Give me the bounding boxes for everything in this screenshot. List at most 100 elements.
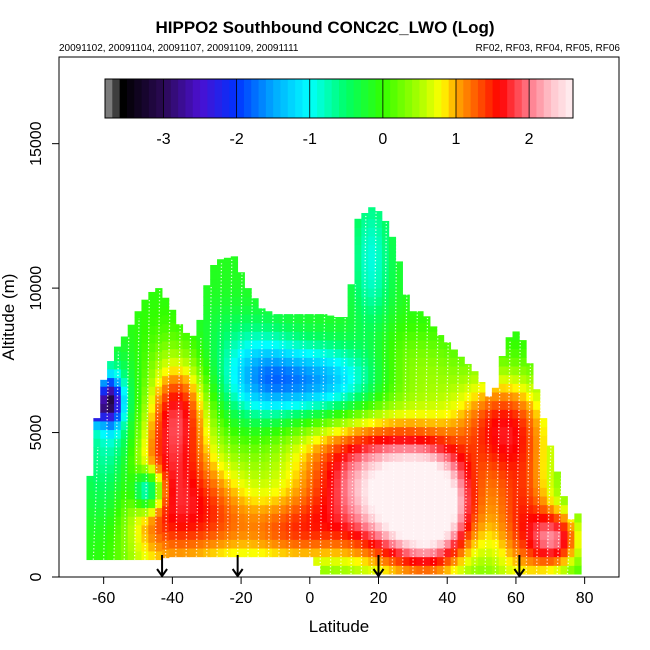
heatmap-cell bbox=[251, 305, 259, 315]
heatmap-cell bbox=[217, 366, 225, 376]
heatmap-cell bbox=[381, 530, 390, 540]
heatmap-cell bbox=[141, 464, 149, 474]
heatmap-cell bbox=[196, 496, 204, 506]
heatmap-cell bbox=[375, 530, 383, 540]
heatmap-cell bbox=[519, 340, 527, 350]
heatmap-cell bbox=[368, 556, 376, 566]
heatmap-cell bbox=[272, 409, 280, 419]
heatmap-cell bbox=[320, 383, 328, 393]
heatmap-cell bbox=[313, 366, 321, 376]
heatmap-cell bbox=[120, 429, 129, 439]
heatmap-cell bbox=[107, 361, 115, 370]
heatmap-cell bbox=[450, 461, 458, 471]
heatmap-cell bbox=[333, 322, 342, 332]
heatmap-cell bbox=[395, 357, 403, 367]
heatmap-cell bbox=[368, 210, 376, 220]
heatmap-cell bbox=[313, 314, 321, 324]
heatmap-cell bbox=[567, 539, 575, 549]
colorbar-segment bbox=[163, 79, 172, 118]
heatmap-cell bbox=[86, 533, 94, 543]
heatmap-cell bbox=[395, 461, 403, 471]
heatmap-cell bbox=[333, 400, 342, 410]
heatmap-cell bbox=[168, 331, 177, 341]
colorbar-tick-label: -2 bbox=[230, 131, 244, 148]
heatmap-cell bbox=[402, 487, 410, 497]
heatmap-cell bbox=[210, 357, 218, 367]
heatmap-cell bbox=[388, 383, 397, 393]
heatmap-cell bbox=[93, 490, 101, 500]
heatmap-cell bbox=[381, 565, 390, 575]
heatmap-cell bbox=[340, 383, 348, 393]
heatmap-cell bbox=[546, 478, 555, 488]
heatmap-cell bbox=[347, 435, 355, 445]
heatmap-cell bbox=[533, 487, 541, 497]
heatmap-cell bbox=[553, 539, 561, 549]
heatmap-cell bbox=[354, 444, 362, 454]
heatmap-cell bbox=[395, 470, 403, 480]
heatmap-cell bbox=[381, 288, 390, 298]
heatmap-cell bbox=[223, 392, 232, 402]
heatmap-cell bbox=[471, 504, 479, 514]
heatmap-cell bbox=[86, 525, 94, 535]
heatmap-cell bbox=[436, 539, 445, 549]
heatmap-cell bbox=[320, 496, 328, 506]
heatmap-cell bbox=[148, 473, 156, 483]
heatmap-cell bbox=[430, 331, 438, 341]
heatmap-cell bbox=[375, 253, 383, 263]
heatmap-cell bbox=[436, 461, 445, 471]
heatmap-cell bbox=[168, 478, 177, 488]
heatmap-cell bbox=[107, 490, 115, 500]
heatmap-cell bbox=[272, 522, 280, 532]
heatmap-cell bbox=[436, 418, 445, 428]
heatmap-cell bbox=[526, 383, 534, 393]
heatmap-cell bbox=[285, 461, 294, 471]
heatmap-cell bbox=[395, 487, 403, 497]
heatmap-cell bbox=[347, 296, 355, 306]
heatmap-cell bbox=[189, 426, 197, 436]
heatmap-cell bbox=[416, 461, 424, 471]
heatmap-cell bbox=[368, 207, 376, 211]
heatmap-cell bbox=[285, 539, 294, 549]
heatmap-cell bbox=[478, 435, 486, 445]
heatmap-cell bbox=[450, 530, 458, 540]
heatmap-cell bbox=[313, 331, 321, 341]
heatmap-cell bbox=[120, 525, 129, 535]
colorbar-segment bbox=[207, 79, 216, 118]
heatmap-cell bbox=[223, 383, 232, 393]
heatmap-cell bbox=[354, 218, 362, 228]
heatmap-cell bbox=[134, 551, 142, 561]
heatmap-cell bbox=[375, 444, 383, 454]
heatmap-cell bbox=[120, 369, 129, 379]
heatmap-cell bbox=[333, 487, 342, 497]
heatmap-cell bbox=[512, 374, 520, 384]
heatmap-cell bbox=[251, 470, 259, 480]
colorbar-segment bbox=[251, 79, 260, 118]
heatmap-cell bbox=[278, 478, 287, 488]
heatmap-cell bbox=[313, 556, 321, 566]
heatmap-cell bbox=[533, 478, 541, 488]
heatmap-cell bbox=[162, 306, 170, 316]
heatmap-cell bbox=[498, 357, 507, 367]
heatmap-cell bbox=[182, 426, 190, 436]
heatmap-cell bbox=[505, 452, 513, 462]
heatmap-cell bbox=[189, 496, 197, 506]
heatmap-cell bbox=[203, 470, 211, 480]
flight-track bbox=[340, 316, 346, 575]
heatmap-cell bbox=[196, 322, 204, 332]
x-tick-label: 0 bbox=[305, 590, 314, 607]
heatmap-cell bbox=[430, 392, 438, 402]
heatmap-cell bbox=[361, 213, 369, 220]
heatmap-cell bbox=[560, 556, 568, 566]
heatmap-cell bbox=[457, 418, 465, 428]
heatmap-cell bbox=[505, 504, 513, 514]
heatmap-cell bbox=[368, 244, 376, 254]
heatmap-cell bbox=[340, 461, 348, 471]
heatmap-cell bbox=[203, 435, 211, 445]
heatmap-cell bbox=[210, 513, 218, 523]
heatmap-cell bbox=[230, 340, 239, 350]
heatmap-cell bbox=[567, 519, 575, 523]
heatmap-cell bbox=[272, 322, 280, 332]
heatmap-cell bbox=[368, 435, 376, 445]
heatmap-cell bbox=[182, 435, 190, 445]
